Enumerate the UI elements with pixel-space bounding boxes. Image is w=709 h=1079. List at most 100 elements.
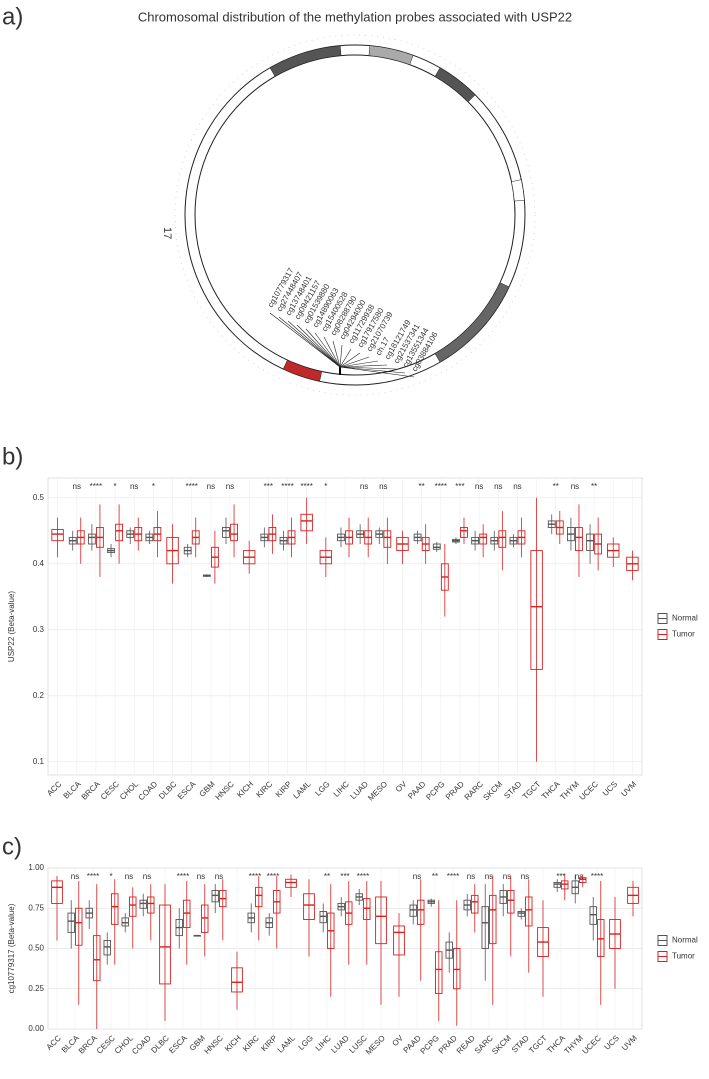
box (498, 530, 507, 548)
significance: **** (177, 872, 189, 881)
significance: ** (432, 872, 438, 881)
box (211, 890, 219, 903)
box (471, 894, 479, 914)
y-tick-label: 0.50 (28, 944, 44, 953)
band-dark (269, 45, 342, 77)
significance: **** (435, 482, 447, 491)
x-tick-label: KICH (223, 1033, 243, 1053)
x-tick-label: CESC (95, 1033, 117, 1055)
significance: ns (71, 872, 79, 881)
x-tick-label: OV (394, 779, 409, 794)
x-tick-label: PCPG (424, 780, 446, 802)
probe-link (339, 356, 370, 368)
x-tick-label: CHOL (118, 779, 140, 801)
box (460, 527, 468, 538)
box (93, 935, 101, 982)
significance: **** (87, 872, 99, 881)
box (363, 898, 371, 920)
box (435, 951, 443, 995)
ring-inner (194, 54, 516, 376)
significance: *** (455, 482, 464, 491)
x-tick-label: PCPG (419, 1034, 441, 1056)
significance: ** (324, 872, 330, 881)
band-dark (434, 67, 476, 103)
box (417, 899, 425, 925)
y-tick-label: 0.25 (28, 984, 44, 993)
box (201, 904, 209, 933)
y-tick-label: 0.3 (33, 625, 45, 634)
band-red (282, 359, 323, 382)
significance: ns (485, 872, 493, 881)
x-tick-label: THCA (540, 779, 562, 801)
legend-label: Normal (672, 936, 698, 945)
probe-link (287, 320, 341, 368)
box (230, 523, 238, 542)
box (393, 925, 405, 956)
significance: **** (281, 482, 293, 491)
significance: ns (125, 872, 133, 881)
x-tick-label: CESC (99, 779, 121, 801)
significance: *** (340, 872, 349, 881)
probe-link (339, 344, 343, 368)
box (530, 550, 543, 670)
significance: ns (207, 482, 215, 491)
tick-ring (174, 34, 536, 396)
x-tick-label: DLBC (149, 1033, 171, 1055)
significance: *** (556, 872, 565, 881)
significance: ns (413, 872, 421, 881)
probe-link (278, 316, 341, 368)
probe-link (323, 336, 341, 368)
panel-label: b) (2, 443, 23, 470)
x-tick-label: UVM (619, 779, 638, 798)
probe-link (339, 366, 415, 378)
x-tick-label: UCEC (578, 779, 601, 802)
probe-link (339, 366, 406, 374)
probe-link (339, 352, 361, 368)
box (489, 894, 497, 945)
y-tick-label: 0.75 (28, 903, 44, 912)
box (75, 907, 83, 946)
x-tick-label: ESCA (176, 779, 198, 801)
x-tick-label: LGG (297, 1034, 315, 1052)
chromosome-label: 17 (161, 227, 173, 239)
x-tick-label: BLCA (62, 779, 84, 801)
significance: ns (503, 872, 511, 881)
box (159, 904, 171, 985)
panel-label: c) (2, 833, 22, 860)
box (525, 896, 533, 927)
box (479, 533, 488, 545)
y-tick-label: 0.00 (28, 1024, 44, 1033)
significance: **** (300, 482, 312, 491)
box (383, 530, 392, 548)
box (409, 904, 417, 917)
probe-link (332, 340, 341, 368)
box (575, 527, 583, 552)
box (285, 878, 297, 888)
x-tick-label: PRAD (437, 1033, 459, 1055)
significance: ns (215, 872, 223, 881)
x-tick-label: COAD (130, 1033, 153, 1056)
box (561, 880, 569, 890)
significance: **** (591, 872, 603, 881)
box (255, 886, 263, 908)
probe-link (339, 364, 388, 368)
significance: ns (226, 482, 234, 491)
significance: ns (513, 482, 521, 491)
box (67, 912, 75, 933)
significance: * (109, 872, 112, 881)
significance: **** (267, 872, 279, 881)
significance: ** (591, 482, 597, 491)
x-tick-label: PAAD (406, 779, 428, 801)
x-tick-label: SKCM (481, 779, 504, 802)
x-tick-label: BRCA (77, 1033, 100, 1056)
box (183, 899, 191, 929)
x-tick-label: MESO (364, 1034, 387, 1057)
x-tick-label: TGCT (527, 1033, 549, 1055)
y-axis-label: cg10779317 (Beta-value) (7, 903, 16, 993)
probe-link (314, 332, 341, 368)
x-tick-label: LAML (291, 779, 313, 801)
ring-outer (184, 44, 526, 386)
significance: ns (467, 872, 475, 881)
